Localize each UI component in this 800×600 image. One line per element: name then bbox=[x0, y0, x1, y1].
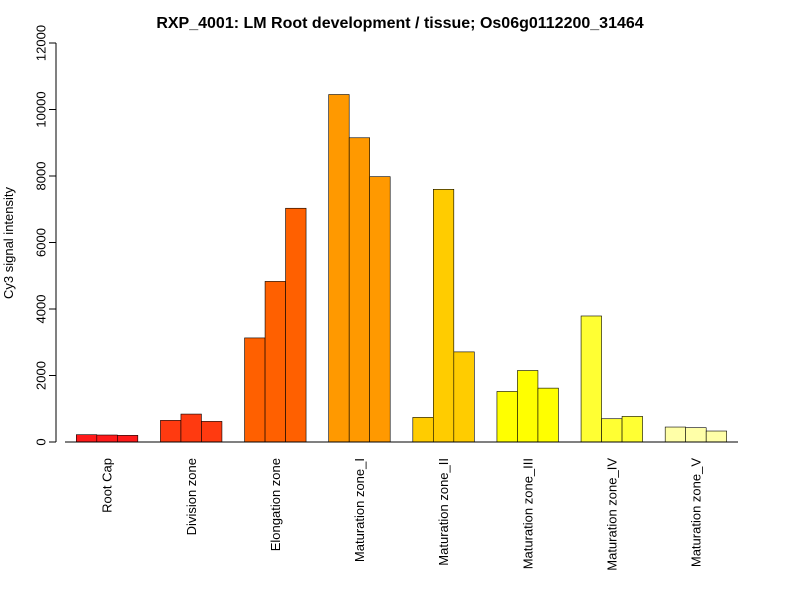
bar bbox=[160, 420, 182, 443]
x-category-label: Maturation zone_III bbox=[520, 458, 535, 569]
x-category-label: Maturation zone_IV bbox=[604, 458, 619, 571]
bar bbox=[621, 416, 643, 443]
bar bbox=[117, 435, 139, 443]
bar bbox=[348, 137, 370, 443]
y-axis: 0 2000 4000 6000 8000 10000 12000 bbox=[34, 25, 57, 446]
x-category-label: Maturation zone_I bbox=[352, 458, 367, 562]
y-tick-label: 10000 bbox=[34, 91, 49, 127]
bar bbox=[517, 370, 539, 443]
bar bbox=[433, 189, 455, 443]
chart-title: RXP_4001: LM Root development / tissue; … bbox=[156, 15, 643, 32]
bar bbox=[264, 281, 286, 443]
y-tick-label: 6000 bbox=[34, 228, 49, 257]
y-tick-label: 8000 bbox=[34, 162, 49, 191]
bar bbox=[180, 413, 202, 443]
bar bbox=[580, 315, 602, 443]
x-category-label: Elongation zone bbox=[268, 458, 283, 551]
bar bbox=[685, 427, 707, 443]
bar bbox=[412, 417, 434, 443]
x-category-label: Maturation zone_V bbox=[688, 458, 703, 567]
bar bbox=[664, 426, 686, 443]
bar bbox=[496, 391, 518, 443]
x-category-label: Root Cap bbox=[100, 458, 115, 513]
bar bbox=[96, 434, 118, 443]
bar bbox=[601, 418, 623, 443]
bar bbox=[76, 434, 98, 443]
bar bbox=[328, 94, 350, 443]
bar bbox=[369, 176, 391, 443]
x-axis-labels: Root Cap Division zone Elongation zone Matu… bbox=[100, 458, 704, 571]
y-tick-label: 4000 bbox=[34, 295, 49, 324]
bars bbox=[76, 94, 727, 443]
bar bbox=[201, 421, 223, 443]
x-category-label: Division zone bbox=[184, 458, 199, 535]
bar bbox=[537, 387, 559, 443]
y-tick-label: 0 bbox=[34, 438, 49, 445]
y-tick-label: 12000 bbox=[34, 25, 49, 61]
y-tick-label: 2000 bbox=[34, 361, 49, 390]
bar bbox=[285, 207, 307, 443]
y-axis-label: Cy3 signal intensity bbox=[1, 187, 16, 299]
bar bbox=[705, 430, 727, 443]
bar bbox=[453, 351, 475, 443]
bar bbox=[244, 337, 266, 443]
x-category-label: Maturation zone_II bbox=[436, 458, 451, 566]
